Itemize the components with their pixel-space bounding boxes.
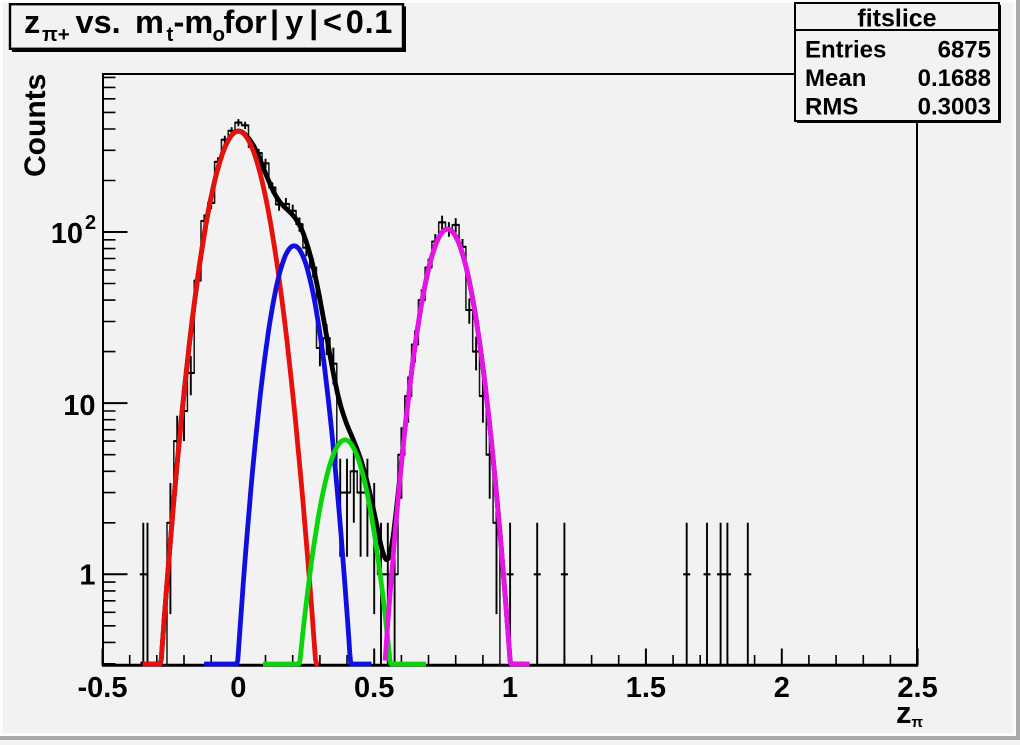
svg-text:0.1688: 0.1688 [918, 65, 991, 92]
svg-text:for: for [224, 4, 268, 40]
svg-text:o: o [213, 23, 226, 46]
svg-text:<: < [323, 4, 342, 40]
svg-text:1: 1 [502, 672, 518, 704]
svg-text:2: 2 [85, 212, 96, 234]
svg-text:fitslice: fitslice [857, 5, 936, 33]
svg-text:t: t [167, 23, 174, 46]
svg-text:0.5: 0.5 [354, 672, 394, 704]
svg-text:π+: π+ [42, 23, 70, 46]
svg-text:z: z [24, 4, 40, 40]
svg-text:10: 10 [63, 390, 95, 422]
svg-text:m: m [135, 4, 164, 40]
svg-text:1.5: 1.5 [626, 672, 666, 704]
svg-text:vs.: vs. [76, 4, 121, 40]
svg-text:Mean: Mean [805, 65, 866, 92]
svg-text:10: 10 [51, 218, 83, 250]
svg-text:0: 0 [230, 672, 246, 704]
svg-text:RMS: RMS [805, 94, 858, 121]
svg-text:Counts: Counts [19, 74, 52, 177]
svg-text:-m: -m [174, 4, 214, 40]
svg-text:0.1: 0.1 [346, 4, 393, 40]
svg-text:Entries: Entries [805, 37, 886, 64]
svg-text:2.5: 2.5 [897, 672, 937, 704]
svg-text:|y|: |y| [270, 4, 324, 40]
svg-text:2: 2 [774, 672, 790, 704]
svg-text:-0.5: -0.5 [78, 672, 128, 704]
svg-text:6875: 6875 [938, 37, 991, 64]
svg-text:0.3003: 0.3003 [918, 94, 991, 121]
svg-text:1: 1 [79, 560, 95, 592]
